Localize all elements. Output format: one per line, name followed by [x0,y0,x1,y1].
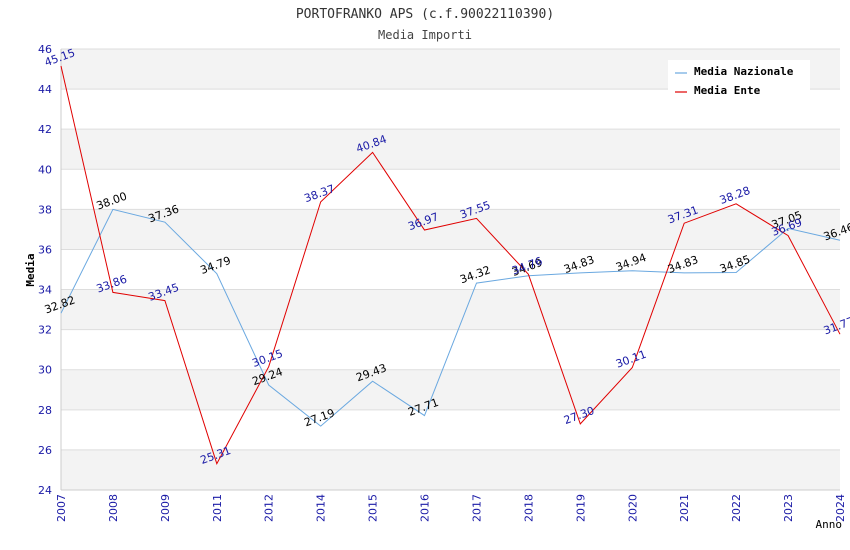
y-tick-label: 42 [38,123,52,136]
x-tick-label: 2008 [107,494,120,522]
y-tick-label: 40 [38,163,52,176]
x-tick-label: 2018 [522,494,535,522]
series-line-media-ente [60,65,841,465]
x-tick-label: 2014 [315,494,328,522]
x-tick-label: 2022 [730,494,743,522]
y-tick-label: 28 [38,404,52,417]
grid-band [61,369,840,410]
grid-band [61,129,840,170]
series-lines [60,65,841,465]
x-tick-label: 2011 [211,494,224,522]
y-tick-label: 46 [38,43,52,56]
data-label-media-nazionale: 34.32 [458,263,492,286]
y-axis-label: Media [24,253,37,286]
y-tick-label: 24 [38,484,52,497]
x-tick-label: 2020 [626,494,639,522]
chart-subtitle: Media Importi [378,28,472,42]
axes [60,49,840,491]
data-label-media-nazionale: 34.79 [199,254,233,277]
x-tick-label: 2009 [159,494,172,522]
y-tick-label: 32 [38,324,52,337]
grid-band [61,449,840,490]
data-label-media-ente: 38.28 [718,184,752,207]
y-tick-label: 44 [38,83,52,96]
y-tick-label: 30 [38,364,52,377]
x-tick-labels: 2007 2008 2009 2011 2012 2014 2015 2016 2017 2018… [55,494,847,522]
grid-band [61,289,840,330]
data-label-media-ente: 30.11 [614,348,648,371]
y-tick-label: 36 [38,243,52,256]
y-tick-label: 38 [38,203,52,216]
x-tick-label: 2021 [678,494,691,522]
x-tick-label: 2015 [367,494,380,522]
legend-label-media-nazionale: Media Nazionale [694,65,794,78]
x-tick-label: 2024 [834,494,847,522]
legend-box [668,60,810,102]
data-label-media-ente: 38.37 [302,182,336,205]
grid-band [61,209,840,250]
y-tick-label: 34 [38,284,52,297]
x-tick-label: 2023 [782,494,795,522]
legend-label-media-ente: Media Ente [694,84,761,97]
x-tick-label: 2016 [419,494,432,522]
x-tick-label: 2007 [55,494,68,522]
series-line-media-nazionale [60,208,841,427]
x-tick-label: 2019 [574,494,587,522]
x-tick-label: 2017 [470,494,483,522]
x-axis-label: Anno [816,518,843,531]
x-tick-label: 2012 [263,494,276,522]
legend: Media Nazionale Media Ente [668,60,810,102]
y-tick-label: 26 [38,444,52,457]
y-tick-labels: 24 26 28 30 32 34 36 38 40 42 44 46 [38,43,52,497]
chart-title: PORTOFRANKO APS (c.f.90022110390) [296,7,554,22]
